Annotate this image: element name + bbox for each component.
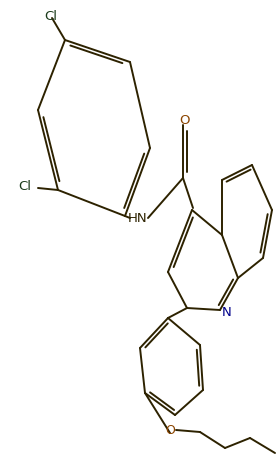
Text: O: O [180, 115, 190, 128]
Text: O: O [165, 424, 175, 437]
Text: N: N [222, 306, 232, 318]
Text: HN: HN [128, 212, 148, 225]
Text: Cl: Cl [44, 9, 57, 22]
Text: Cl: Cl [18, 180, 31, 193]
